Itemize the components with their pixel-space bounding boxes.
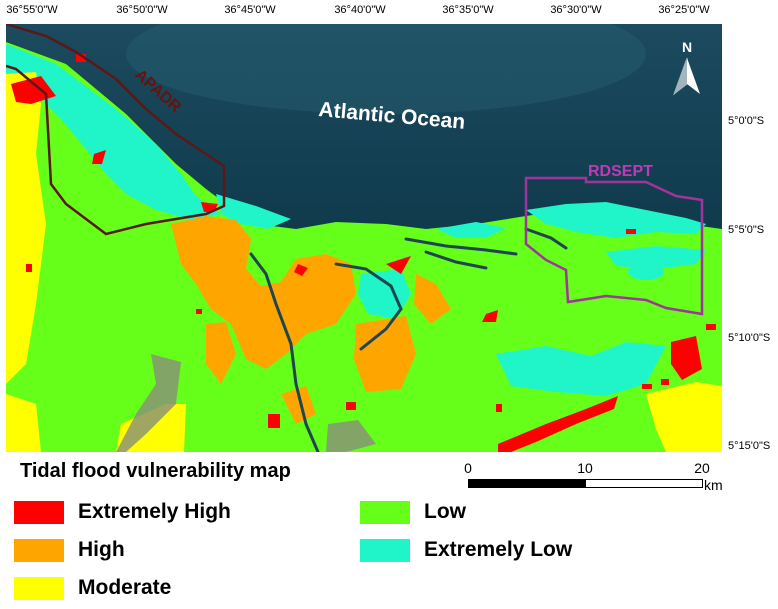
latitude-label: 5°10'0"S <box>728 332 771 344</box>
legend-item-extremely-low: Extremely Low <box>360 538 572 562</box>
top-coordinate-axis: 36°55'0"W 36°50'0"W 36°45'0"W 36°40'0"W … <box>0 0 778 24</box>
legend-label: High <box>78 538 125 561</box>
legend-swatch <box>360 500 410 524</box>
longitude-label: 36°50'0"W <box>116 4 168 16</box>
latitude-label: 5°15'0"S <box>728 440 771 452</box>
moderate-zone <box>6 72 46 384</box>
legend-label: Low <box>424 500 466 523</box>
legend-item-high: High <box>14 538 125 562</box>
extremely-high-patches <box>11 54 716 452</box>
scale-bar: 0 10 20 km <box>464 460 728 500</box>
longitude-label: 36°55'0"W <box>6 4 58 16</box>
high-zone <box>171 216 356 369</box>
scale-tick-label: 20 <box>694 460 710 476</box>
legend-swatch <box>14 500 64 524</box>
legend-swatch <box>360 538 410 562</box>
legend-label: Extremely High <box>78 500 231 523</box>
scale-bar-graphic <box>468 479 703 488</box>
latitude-label: 5°5'0"S <box>728 224 765 236</box>
coastal-extremely-low <box>6 44 221 220</box>
legend-item-extremely-high: Extremely High <box>14 500 231 524</box>
longitude-label: 36°30'0"W <box>550 4 602 16</box>
rdsept-boundary <box>524 176 704 316</box>
legend-item-low: Low <box>360 500 466 524</box>
legend-label: Moderate <box>78 576 172 599</box>
scale-unit: km <box>704 477 723 493</box>
legend-swatch <box>14 538 64 562</box>
scale-tick-label: 10 <box>577 460 593 476</box>
vulnerability-map: Atlantic Ocean APADR RDSEPT N <box>6 24 722 452</box>
longitude-label: 36°45'0"W <box>224 4 276 16</box>
north-arrow-icon: N <box>672 39 700 96</box>
legend-title: Tidal flood vulnerability map <box>20 460 291 482</box>
rdsept-label: RDSEPT <box>588 163 653 180</box>
longitude-label: 36°25'0"W <box>658 4 710 16</box>
north-label: N <box>682 39 692 55</box>
legend-swatch <box>14 576 64 600</box>
longitude-label: 36°35'0"W <box>442 4 494 16</box>
latitude-label: 5°0'0"S <box>728 115 765 127</box>
apadr-boundary <box>6 24 226 236</box>
legend-label: Extremely Low <box>424 538 573 561</box>
longitude-label: 36°40'0"W <box>334 4 386 16</box>
river-channels <box>249 227 568 452</box>
legend-item-moderate: Moderate <box>14 576 171 600</box>
scale-tick-label: 0 <box>464 460 472 476</box>
